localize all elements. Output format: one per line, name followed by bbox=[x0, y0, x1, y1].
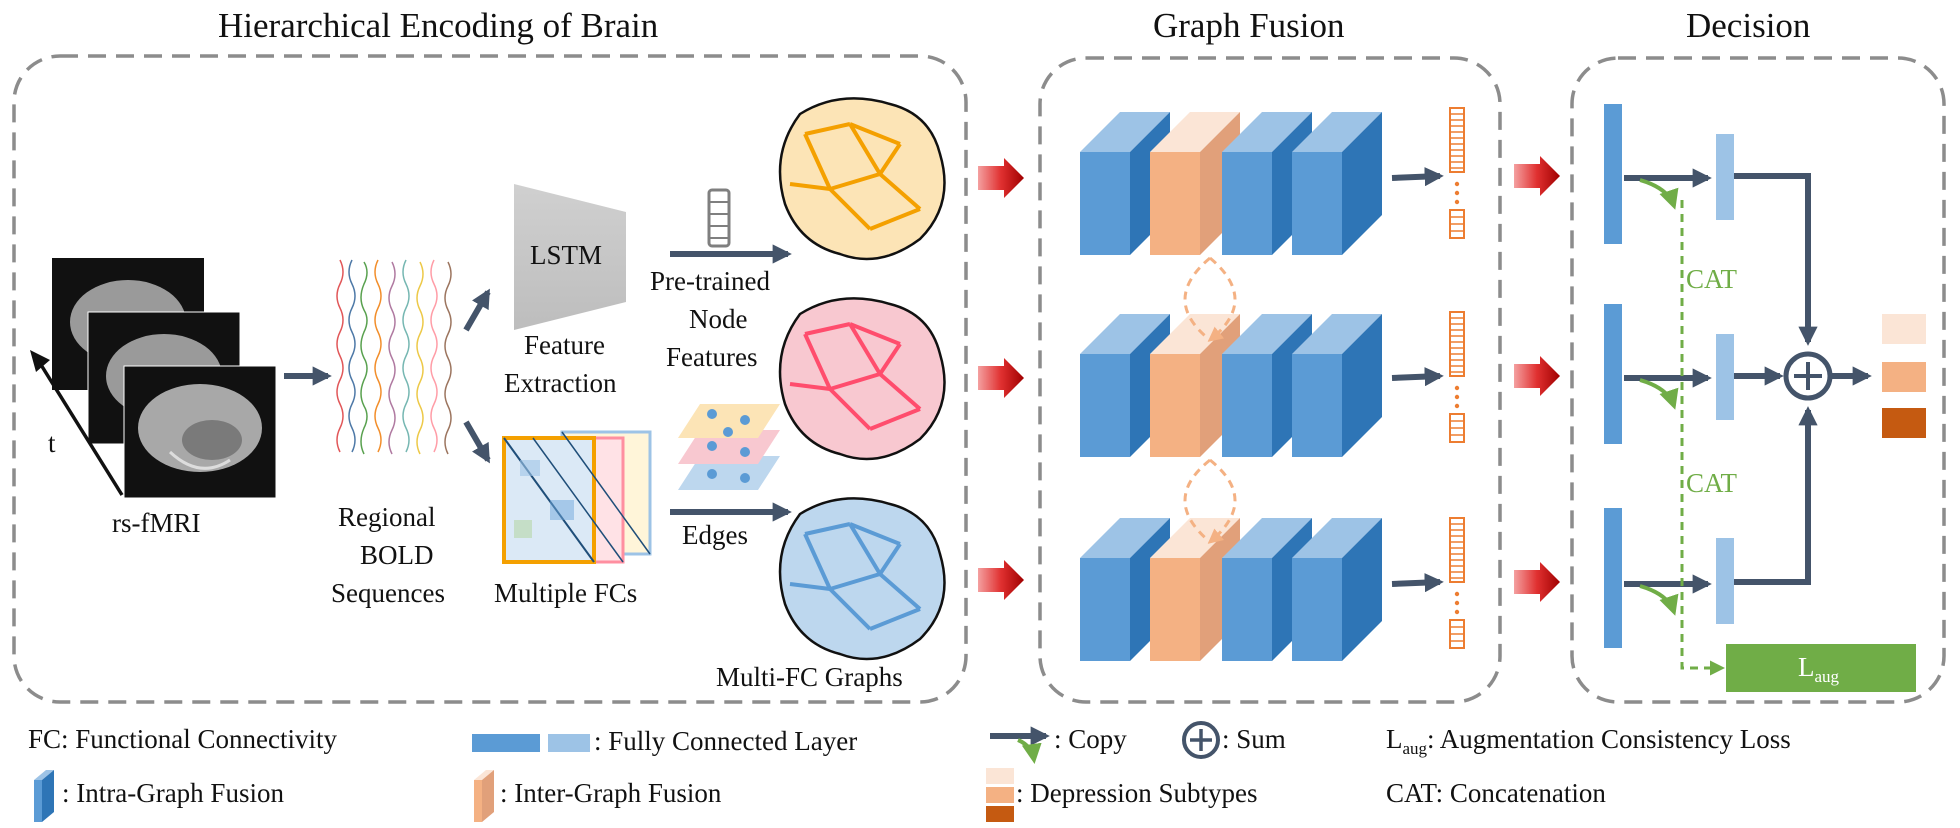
arrow-fusion-out-2 bbox=[1391, 367, 1444, 387]
edges-layers-icon bbox=[678, 404, 780, 490]
brain-graph-yellow bbox=[778, 97, 946, 261]
l-aug-label: Laug bbox=[1798, 652, 1840, 686]
multi-fc-graphs-label: Multi-FC Graphs bbox=[716, 662, 903, 692]
legend-intra: : Intra-Graph Fusion bbox=[62, 778, 284, 808]
decision-title: Decision bbox=[1686, 6, 1811, 45]
legend-sum: : Sum bbox=[1222, 724, 1286, 754]
time-axis-label: t bbox=[48, 428, 56, 458]
subtype-legend-2 bbox=[986, 787, 1014, 803]
red-arrow-5 bbox=[1514, 356, 1560, 396]
sum-icon bbox=[1783, 351, 1833, 401]
subtype-output-3 bbox=[1882, 408, 1926, 438]
cat-dashed-line bbox=[1680, 200, 1725, 676]
brain-graph-pink bbox=[778, 297, 946, 461]
bold-label-2: BOLD bbox=[360, 540, 434, 570]
red-arrow-2 bbox=[978, 358, 1024, 398]
encoding-section-box bbox=[12, 54, 968, 704]
brain-graph-blue bbox=[778, 497, 946, 661]
legend-depression: : Depression Subtypes bbox=[1016, 778, 1258, 808]
red-arrow-1 bbox=[978, 158, 1024, 198]
edges-label: Edges bbox=[682, 520, 748, 550]
fc-layer-light-1 bbox=[1716, 134, 1734, 220]
multiple-fc-matrices-icon bbox=[502, 430, 652, 564]
rs-fmri-label: rs-fMRI bbox=[112, 508, 201, 538]
pretrained-label-1: Pre-trained bbox=[650, 266, 770, 296]
pretrained-label-2: Node bbox=[689, 304, 748, 334]
fusion-row-3 bbox=[1080, 518, 1382, 661]
bold-label-1: Regional bbox=[338, 502, 436, 532]
l-aug-box bbox=[1726, 644, 1916, 692]
cat-label-bottom: CAT bbox=[1686, 468, 1738, 498]
subtype-legend-3 bbox=[986, 806, 1014, 822]
graph-embedding-1 bbox=[1449, 107, 1465, 239]
lstm-block bbox=[514, 184, 626, 330]
fusion-row-2 bbox=[1080, 314, 1382, 457]
legend-cat: CAT: Concatenation bbox=[1386, 778, 1606, 808]
fc-layer-dark-2 bbox=[1604, 304, 1622, 444]
multiple-fcs-label: Multiple FCs bbox=[494, 578, 638, 608]
fc-layer-light-2 bbox=[1716, 334, 1734, 420]
subtype-output-2 bbox=[1882, 362, 1926, 392]
node-feature-vector-icon bbox=[707, 188, 731, 248]
graph-embedding-2 bbox=[1449, 311, 1465, 443]
red-arrow-4 bbox=[1514, 156, 1560, 196]
fc-layer-light-3 bbox=[1716, 538, 1734, 624]
rs-fmri-stack-icon bbox=[30, 258, 277, 499]
subtype-legend-1 bbox=[986, 768, 1014, 784]
legend-laug: Laug: Augmentation Consistency Loss bbox=[1386, 724, 1791, 758]
feature-label-2: Extraction bbox=[504, 368, 617, 398]
bold-label-3: Sequences bbox=[331, 578, 445, 608]
fusion-title: Graph Fusion bbox=[1153, 6, 1345, 45]
fc-dark-legend-icon bbox=[472, 734, 540, 752]
inter-graph-fusion-legend-icon bbox=[474, 770, 494, 822]
bold-sequences-icon bbox=[336, 259, 452, 455]
arrow-fusion-out-3 bbox=[1391, 573, 1444, 593]
lstm-label: LSTM bbox=[530, 240, 603, 270]
fusion-row-1 bbox=[1080, 112, 1382, 255]
subtype-output-1 bbox=[1882, 314, 1926, 344]
intra-graph-fusion-legend-icon bbox=[34, 770, 54, 822]
legend-copy: : Copy bbox=[1054, 724, 1127, 754]
encoding-title: Hierarchical Encoding of Brain bbox=[218, 6, 659, 45]
feature-label-1: Feature bbox=[524, 330, 605, 360]
arrow-bold-to-lstm bbox=[463, 288, 491, 332]
fc-layer-dark-1 bbox=[1604, 104, 1622, 244]
pretrained-label-3: Features bbox=[666, 342, 758, 372]
arrow-fusion-out-1 bbox=[1391, 167, 1444, 187]
graph-embedding-3 bbox=[1449, 517, 1465, 649]
fc-light-legend-icon bbox=[548, 734, 590, 752]
legend-inter: : Inter-Graph Fusion bbox=[500, 778, 722, 808]
fusion-section-box bbox=[1038, 56, 1502, 704]
legend-fc: FC: Functional Connectivity bbox=[28, 724, 337, 754]
inter-graph-link-2 bbox=[1183, 458, 1211, 544]
sum-legend-icon bbox=[1182, 721, 1220, 759]
red-arrow-6 bbox=[1514, 562, 1560, 602]
fc-layer-dark-3 bbox=[1604, 508, 1622, 648]
legend-fully-connected: : Fully Connected Layer bbox=[594, 726, 858, 756]
decision-section-box bbox=[1570, 56, 1946, 704]
red-arrow-3 bbox=[978, 560, 1024, 600]
inter-graph-link-1 bbox=[1183, 256, 1211, 342]
copy-legend-icon bbox=[990, 726, 1050, 764]
cat-label-top: CAT bbox=[1686, 264, 1738, 294]
arrow-bold-to-fc bbox=[463, 420, 491, 464]
